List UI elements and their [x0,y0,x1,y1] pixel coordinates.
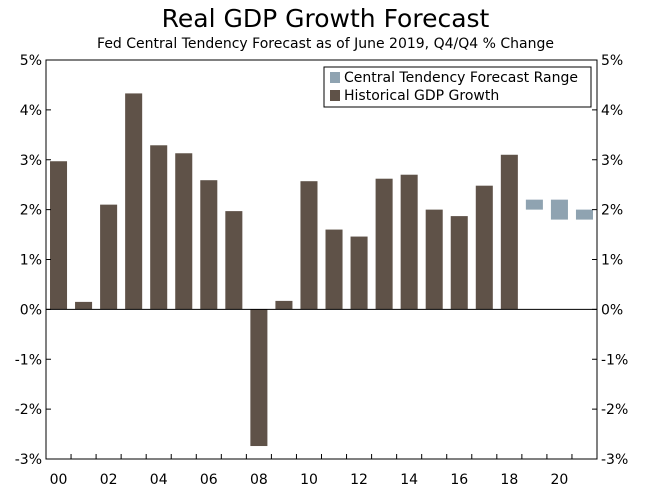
bar-historical-2013 [375,178,393,310]
y-tick-label-left: -1% [15,352,42,368]
bar-historical-2011 [325,229,343,310]
y-tick-label-left: 0% [20,302,42,318]
bar-forecast-range-2021 [575,209,593,220]
x-tick-label: 12 [350,472,368,488]
chart-title: Real GDP Growth Forecast [161,4,490,33]
y-tick-label-left: 5% [20,53,42,69]
y-tick-label-left: -2% [15,402,42,418]
y-tick-label-left: 3% [20,153,42,169]
y-tick-label-left: 1% [20,253,42,269]
bar-historical-2012 [350,236,368,310]
x-tick-label: 08 [250,472,268,488]
x-tick-label: 00 [50,472,68,488]
y-tick-label-right: -1% [601,352,628,368]
legend: Central Tendency Forecast Range Historic… [323,66,592,108]
y-tick-label-right: 4% [601,103,623,119]
x-tick-label: 06 [200,472,218,488]
bar-historical-2017 [475,185,493,310]
legend-box [323,66,592,108]
bar-historical-2014 [400,174,418,310]
legend-label-historical: Historical GDP Growth [344,88,499,104]
legend-swatch-historical [330,90,340,101]
x-tick-label: 20 [551,472,569,488]
y-tick-label-right: -3% [601,452,628,468]
chart-subtitle: Fed Central Tendency Forecast as of June… [97,36,554,52]
bar-forecast-range-2020 [550,199,568,220]
y-tick-label-right: 3% [601,153,623,169]
x-tick-label: 16 [450,472,468,488]
bar-historical-2003 [125,93,143,310]
bar-forecast-range-2019 [525,199,543,210]
bar-historical-2007 [225,211,243,310]
y-tick-label-left: 4% [20,103,42,119]
y-tick-label-left: -3% [15,452,42,468]
bar-historical-2016 [450,216,468,310]
y-tick-label-right: 0% [601,302,623,318]
bar-historical-2009 [275,300,293,310]
legend-swatch-forecast [330,72,340,83]
bar-historical-2008 [250,309,268,447]
bar-historical-2018 [500,154,518,310]
bar-historical-2005 [175,153,193,310]
x-tick-label: 18 [500,472,518,488]
x-tick-label: 02 [100,472,118,488]
bar-historical-2000 [50,161,68,310]
bar-historical-2004 [150,145,168,310]
bar-historical-2006 [200,180,218,310]
x-tick-label: 04 [150,472,168,488]
y-tick-label-right: 2% [601,203,623,219]
bar-historical-2001 [75,301,93,310]
y-tick-label-left: 2% [20,203,42,219]
x-tick-label: 10 [300,472,318,488]
x-tick-label: 14 [400,472,418,488]
bar-historical-2010 [300,181,318,310]
y-tick-label-right: 1% [601,253,623,269]
bar-historical-2015 [425,209,443,310]
y-tick-label-right: 5% [601,53,623,69]
legend-label-forecast: Central Tendency Forecast Range [344,70,578,86]
bar-historical-2002 [100,204,118,310]
y-tick-label-right: -2% [601,402,628,418]
